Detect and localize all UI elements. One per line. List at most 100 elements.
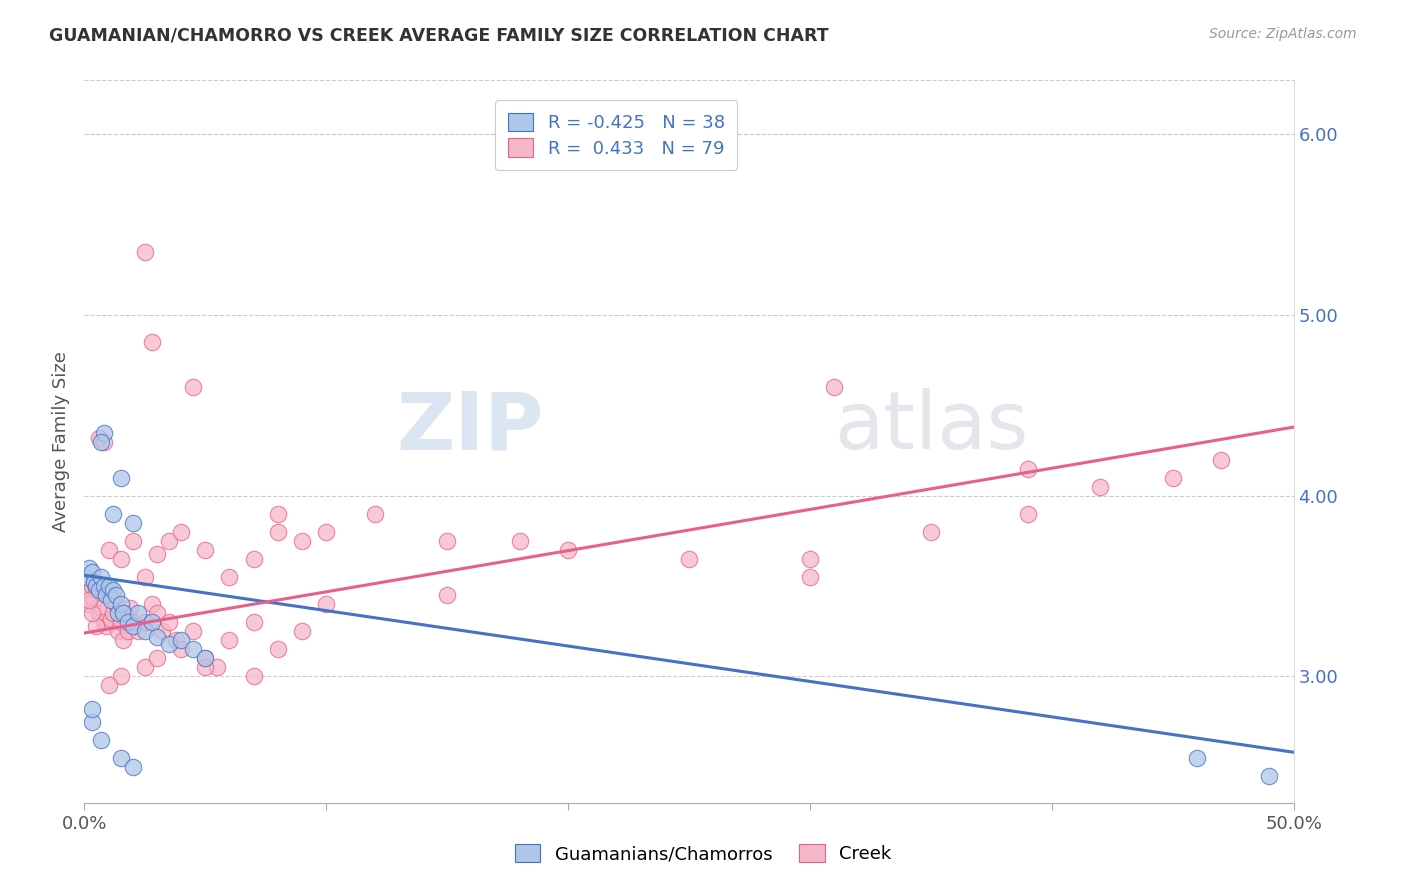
Point xyxy=(799,552,821,566)
Point xyxy=(1017,461,1039,475)
Point xyxy=(121,759,143,773)
Point xyxy=(80,565,103,579)
Point xyxy=(80,702,103,716)
Point xyxy=(157,637,180,651)
Point xyxy=(87,582,110,597)
Point xyxy=(90,570,112,584)
Point xyxy=(127,624,149,639)
Point xyxy=(1258,769,1281,783)
Text: ZIP: ZIP xyxy=(396,388,544,467)
Point xyxy=(157,615,180,630)
Point xyxy=(242,615,264,630)
Point xyxy=(920,524,942,539)
Point xyxy=(134,244,156,259)
Point xyxy=(76,588,98,602)
Point xyxy=(117,615,139,630)
Point xyxy=(87,606,110,620)
Point xyxy=(1088,480,1111,494)
Point xyxy=(363,507,385,521)
Point xyxy=(93,579,115,593)
Point xyxy=(267,524,290,539)
Point xyxy=(181,642,204,657)
Legend: Guamanians/Chamorros, Creek: Guamanians/Chamorros, Creek xyxy=(503,833,903,874)
Point xyxy=(104,597,127,611)
Point xyxy=(194,542,217,557)
Text: atlas: atlas xyxy=(834,388,1028,467)
Point xyxy=(103,582,125,597)
Point xyxy=(97,579,120,593)
Point xyxy=(121,533,143,548)
Point xyxy=(134,624,156,639)
Point xyxy=(110,750,132,764)
Point xyxy=(103,606,125,620)
Point xyxy=(127,606,149,620)
Point xyxy=(110,470,132,484)
Point xyxy=(100,593,122,607)
Point xyxy=(110,552,132,566)
Point xyxy=(1185,750,1208,764)
Point xyxy=(1209,452,1232,467)
Point xyxy=(218,570,240,584)
Point xyxy=(112,606,135,620)
Point xyxy=(94,619,117,633)
Point xyxy=(86,579,108,593)
Point xyxy=(170,642,193,657)
Point xyxy=(121,516,143,530)
Point xyxy=(194,660,217,674)
Point xyxy=(242,552,264,566)
Point xyxy=(77,597,100,611)
Point xyxy=(157,533,180,548)
Point xyxy=(93,434,115,449)
Point xyxy=(1017,507,1039,521)
Point xyxy=(170,633,193,648)
Point xyxy=(146,651,169,665)
Point xyxy=(194,651,217,665)
Point xyxy=(110,615,132,630)
Point xyxy=(141,335,163,350)
Point xyxy=(194,651,217,665)
Point xyxy=(291,533,314,548)
Point xyxy=(242,669,264,683)
Point xyxy=(86,619,108,633)
Point xyxy=(80,579,103,593)
Point xyxy=(267,507,290,521)
Point xyxy=(121,619,143,633)
Point xyxy=(83,575,105,590)
Point xyxy=(93,425,115,440)
Point xyxy=(678,552,700,566)
Point xyxy=(97,588,120,602)
Point xyxy=(86,582,108,597)
Point xyxy=(80,606,103,620)
Point xyxy=(90,434,112,449)
Point xyxy=(94,588,117,602)
Point xyxy=(181,624,204,639)
Point xyxy=(121,615,143,630)
Point xyxy=(1161,470,1184,484)
Point xyxy=(97,678,120,692)
Point xyxy=(823,380,845,394)
Point xyxy=(146,547,169,561)
Legend: R = -0.425   N = 38, R =  0.433   N = 79: R = -0.425 N = 38, R = 0.433 N = 79 xyxy=(495,100,738,170)
Point xyxy=(141,615,163,630)
Point xyxy=(267,642,290,657)
Point xyxy=(110,669,132,683)
Point xyxy=(181,380,204,394)
Point xyxy=(207,660,229,674)
Point xyxy=(146,630,169,644)
Text: GUAMANIAN/CHAMORRO VS CREEK AVERAGE FAMILY SIZE CORRELATION CHART: GUAMANIAN/CHAMORRO VS CREEK AVERAGE FAMI… xyxy=(49,27,828,45)
Point xyxy=(87,431,110,445)
Point xyxy=(100,611,122,625)
Point xyxy=(76,570,98,584)
Point xyxy=(104,588,127,602)
Point xyxy=(146,606,169,620)
Point xyxy=(117,624,139,639)
Point xyxy=(114,606,136,620)
Point xyxy=(97,542,120,557)
Point xyxy=(557,542,579,557)
Point xyxy=(141,597,163,611)
Text: Source: ZipAtlas.com: Source: ZipAtlas.com xyxy=(1209,27,1357,41)
Point xyxy=(80,714,103,729)
Point xyxy=(315,524,337,539)
Y-axis label: Average Family Size: Average Family Size xyxy=(52,351,70,532)
Point xyxy=(291,624,314,639)
